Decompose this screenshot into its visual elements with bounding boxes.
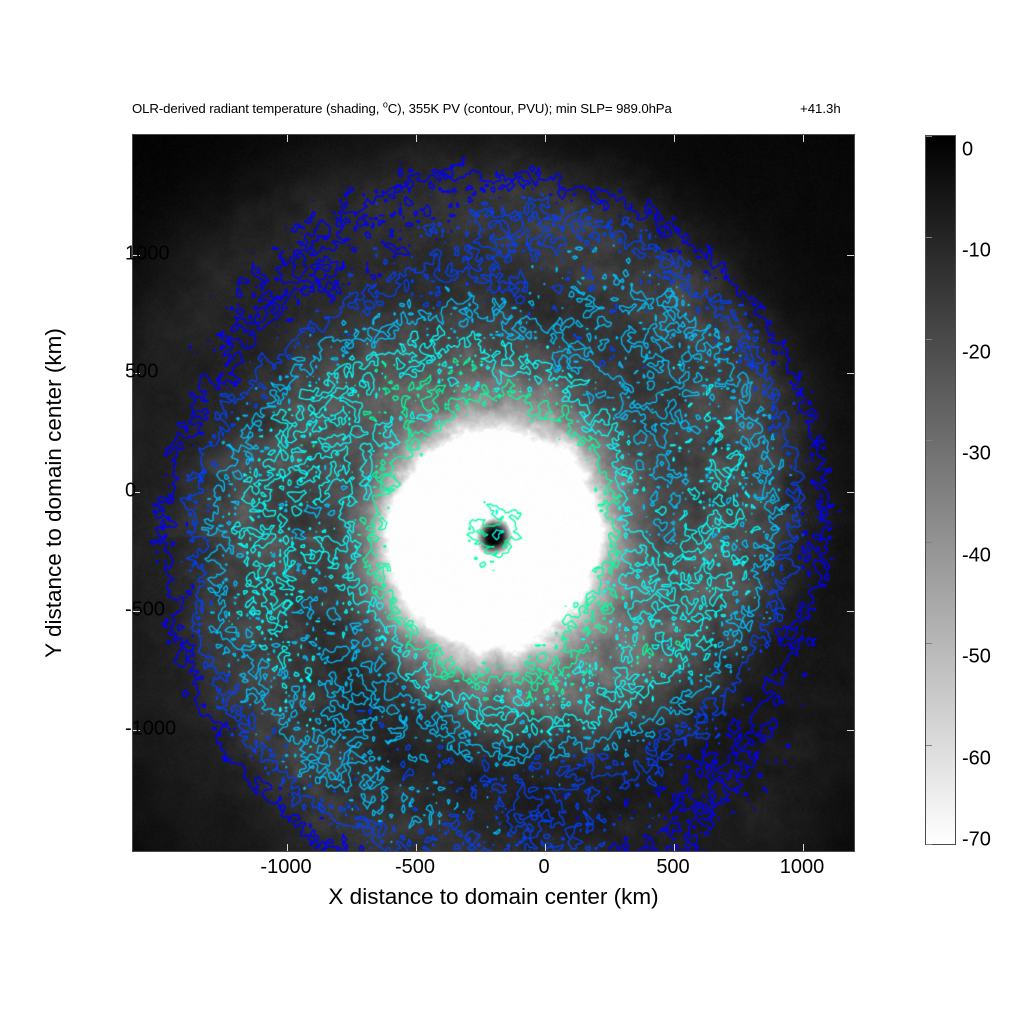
title-part-1: OLR-derived radiant temperature (shading…: [132, 101, 383, 116]
xtick-mark-top: [416, 135, 417, 142]
ytick-mark: [133, 373, 140, 374]
colorbar-tick: [926, 440, 932, 441]
ytick-mark-right: [847, 373, 854, 374]
colorbar-tick: [926, 136, 932, 137]
colorbar-tick: [926, 542, 932, 543]
ytick-label: 500: [125, 360, 159, 383]
xtick-mark-top: [803, 135, 804, 142]
ytick-mark: [133, 255, 140, 256]
xtick-mark: [287, 844, 288, 851]
ytick-mark: [133, 492, 140, 493]
xtick-label: 0: [538, 856, 550, 878]
xtick-mark: [545, 844, 546, 851]
colorbar-label: -20: [962, 341, 991, 364]
colorbar-label: -30: [962, 442, 991, 465]
colorbar-label: -60: [962, 747, 991, 770]
colorbar-tick: [926, 339, 932, 340]
xtick-mark: [803, 844, 804, 851]
colorbar-tick: [926, 643, 932, 644]
ytick-mark-right: [847, 255, 854, 256]
ytick-label: -1000: [125, 717, 177, 740]
satellite-shading-and-pv-contours: [133, 135, 854, 851]
colorbar-label: -70: [962, 828, 991, 851]
figure-title: OLR-derived radiant temperature (shading…: [132, 99, 872, 121]
colorbar[interactable]: [925, 135, 956, 845]
ytick-mark: [133, 611, 140, 612]
xtick-mark-top: [545, 135, 546, 142]
xtick-label: -1000: [260, 856, 312, 878]
ytick-mark-right: [847, 730, 854, 731]
colorbar-tick: [926, 237, 932, 238]
colorbar-label: -50: [962, 645, 991, 668]
plot-axes[interactable]: [132, 134, 855, 852]
xtick-mark: [674, 844, 675, 851]
ytick-mark-right: [847, 492, 854, 493]
ytick-mark-right: [847, 611, 854, 612]
colorbar-tick: [926, 844, 932, 845]
xtick-label: -500: [394, 856, 436, 878]
colorbar-label: -10: [962, 239, 991, 262]
x-axis-title: X distance to domain center (km): [328, 884, 659, 909]
title-part-2: C), 355K PV (contour, PVU); min SLP= 989…: [387, 101, 672, 116]
xtick-label: 500: [656, 856, 690, 878]
xtick-mark: [416, 844, 417, 851]
ytick-label: -500: [125, 598, 166, 621]
forecast-timestamp: +41.3h: [800, 101, 841, 116]
xtick-label: 1000: [779, 856, 825, 878]
colorbar-label: 0: [962, 138, 974, 161]
xtick-mark-top: [287, 135, 288, 142]
colorbar-label: -40: [962, 544, 991, 567]
y-axis-title: Y distance to domain center (km): [41, 328, 66, 658]
ytick-mark: [133, 730, 140, 731]
ytick-label: 1000: [125, 242, 170, 265]
colorbar-tick: [926, 745, 932, 746]
ytick-label: 0: [125, 479, 137, 502]
xtick-mark-top: [674, 135, 675, 142]
degree-symbol-icon: o: [382, 99, 388, 110]
